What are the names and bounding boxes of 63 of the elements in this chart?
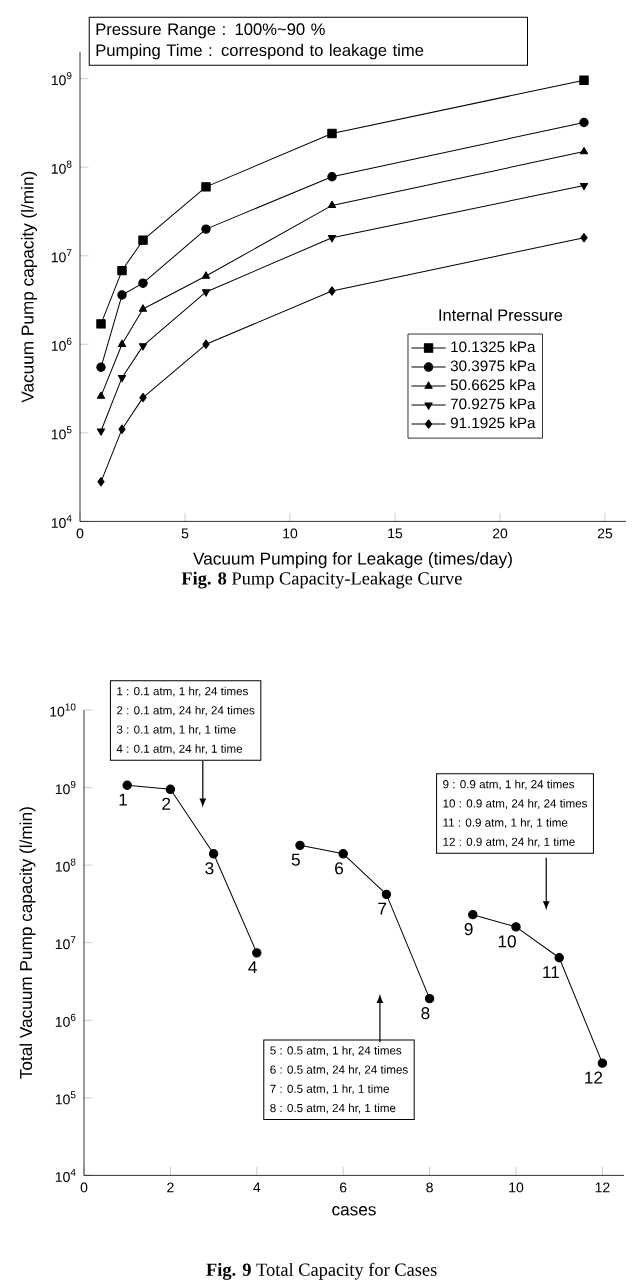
text: Fig. 9 Total Capacity for Cases bbox=[206, 1262, 437, 1280]
point bbox=[327, 200, 337, 209]
point bbox=[328, 286, 336, 296]
point bbox=[97, 477, 105, 487]
point bbox=[138, 235, 148, 245]
point bbox=[118, 424, 126, 434]
point bbox=[201, 271, 211, 279]
point bbox=[597, 1058, 608, 1068]
point bbox=[327, 172, 337, 182]
annotation: 1 bbox=[119, 793, 127, 806]
text: Fig. 8 Pump Capacity-Leakage Curve bbox=[181, 571, 462, 589]
annotation: 9 bbox=[464, 923, 473, 936]
point bbox=[580, 232, 588, 243]
point bbox=[295, 840, 305, 851]
point bbox=[579, 75, 589, 85]
point bbox=[327, 128, 337, 139]
point bbox=[138, 304, 148, 312]
point bbox=[252, 948, 262, 958]
point bbox=[117, 339, 127, 347]
point bbox=[424, 993, 435, 1004]
annotation: 8 bbox=[421, 1007, 430, 1020]
text: Pressure Range : 100%~90 % bbox=[96, 23, 325, 39]
point bbox=[117, 375, 127, 383]
annotation: 3 bbox=[205, 862, 214, 875]
annotation: 12 bbox=[585, 1071, 603, 1084]
point bbox=[139, 392, 147, 403]
annotation: 4 bbox=[248, 961, 257, 974]
point bbox=[117, 290, 127, 300]
x-axis-title: Vacuum Pumping for Leakage (times/day) bbox=[193, 552, 512, 569]
annotation: 11 bbox=[543, 966, 559, 978]
annotation: 6 bbox=[335, 862, 344, 875]
point bbox=[165, 784, 176, 794]
legend-title: Internal Pressure bbox=[439, 308, 563, 321]
point bbox=[201, 182, 211, 192]
point bbox=[579, 182, 589, 191]
annotation: 10 bbox=[498, 935, 516, 948]
annotation: Pumping Time : correspond to leakage time bbox=[96, 43, 424, 60]
annotation: 2 bbox=[162, 797, 171, 810]
point bbox=[117, 265, 127, 276]
point bbox=[96, 391, 106, 399]
point bbox=[468, 909, 478, 920]
point bbox=[338, 849, 348, 859]
x-axis-title: cases bbox=[332, 1206, 376, 1216]
point bbox=[96, 319, 106, 329]
point bbox=[579, 146, 589, 155]
y-axis-title: Total Vacuum Pump capacity (l/min) bbox=[19, 807, 36, 1079]
point bbox=[511, 922, 521, 932]
point bbox=[327, 235, 337, 243]
annotation: 5 bbox=[291, 853, 300, 866]
point bbox=[138, 278, 148, 288]
point bbox=[96, 428, 106, 436]
point bbox=[138, 343, 148, 351]
y-axis-title: Vacuum Pump capacity (l/min) bbox=[21, 171, 38, 403]
point bbox=[554, 953, 564, 963]
point bbox=[201, 224, 211, 234]
annotation: 7 bbox=[378, 902, 387, 915]
point bbox=[202, 339, 210, 349]
point bbox=[208, 849, 219, 859]
point bbox=[96, 362, 106, 372]
point bbox=[122, 780, 132, 790]
point bbox=[381, 889, 392, 900]
point bbox=[579, 117, 589, 128]
point bbox=[201, 289, 211, 297]
